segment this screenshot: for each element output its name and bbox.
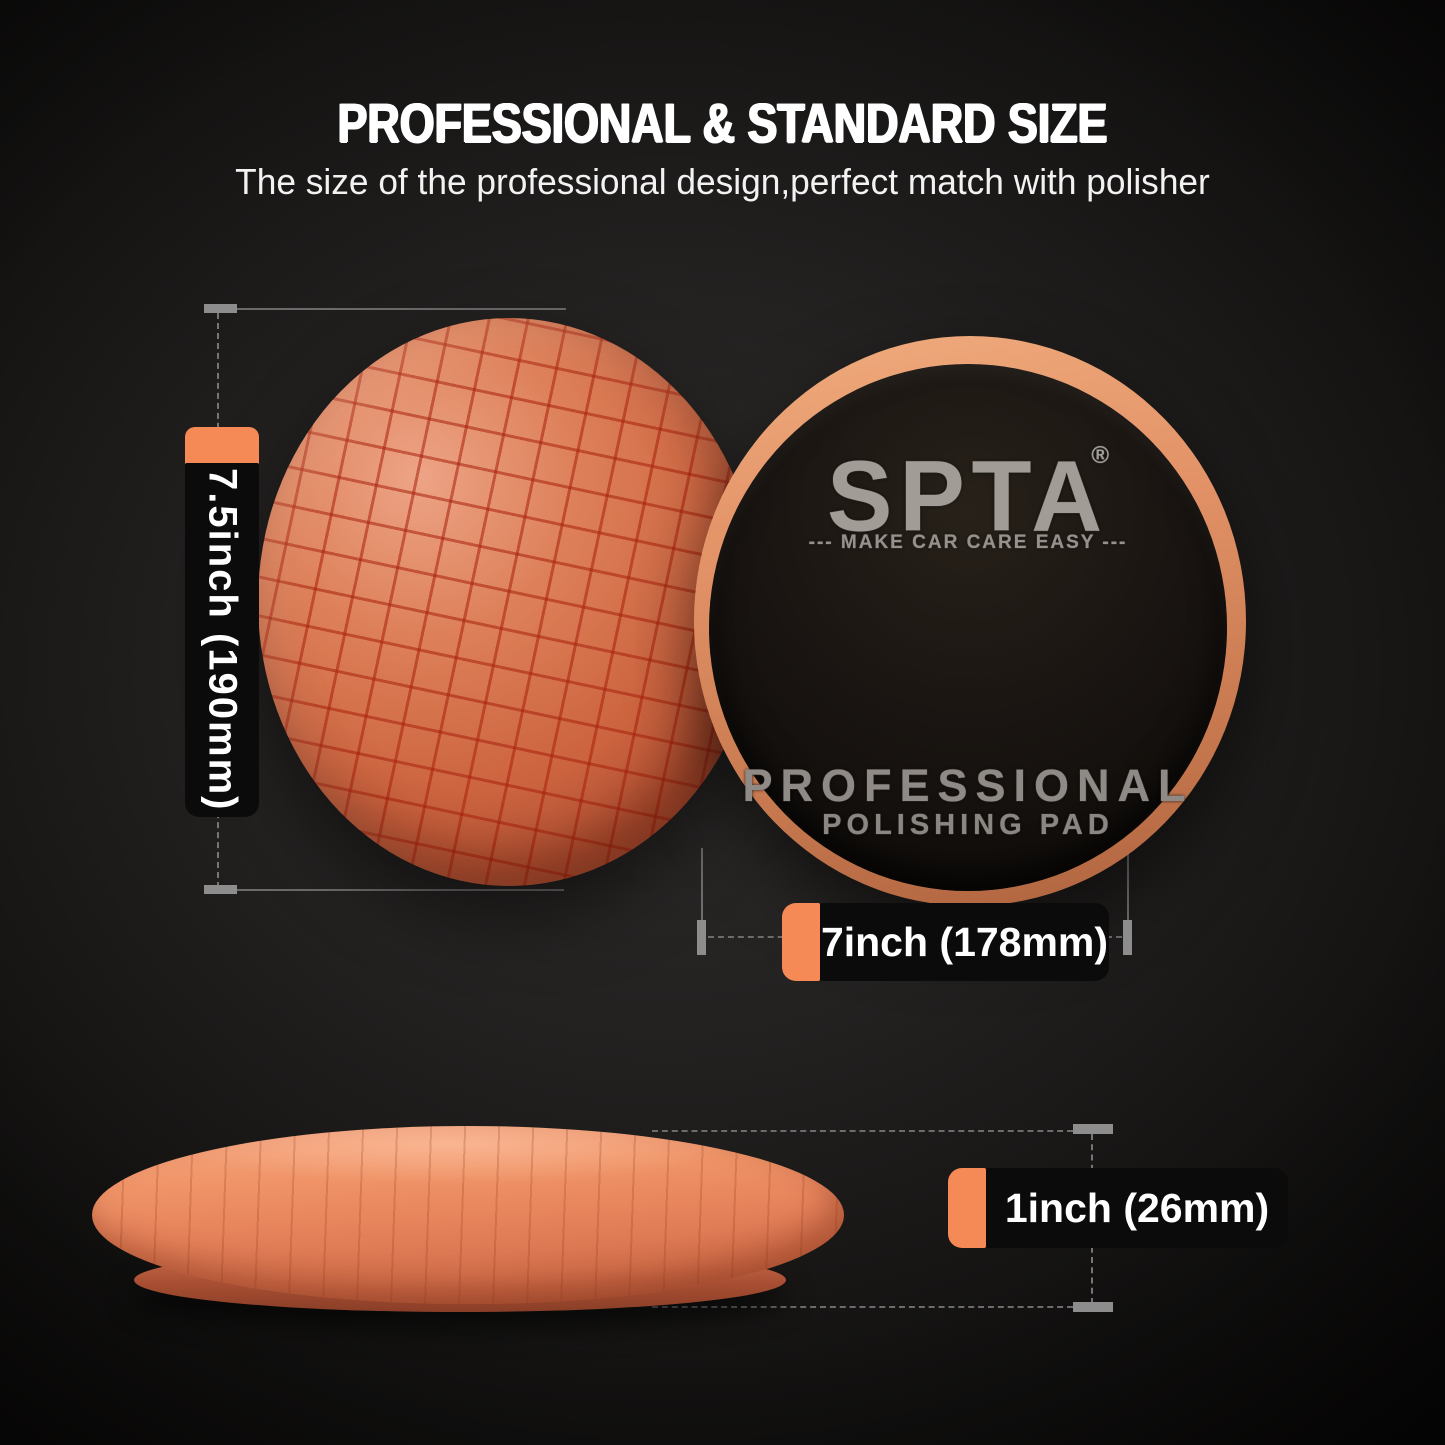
pad-caption-line2: POLISHING PAD — [822, 809, 1114, 841]
height-extension-line-bottom — [236, 889, 564, 891]
diameter-dimension-label: 7inch (178mm) — [782, 903, 1109, 981]
pad-foam-side — [92, 1126, 844, 1304]
height-tick-bottom — [204, 885, 237, 894]
thickness-value: 1inch (26mm) — [986, 1168, 1288, 1248]
diameter-label-accent — [782, 903, 820, 981]
height-extension-line-top — [236, 308, 566, 310]
thickness-tick-bottom — [1073, 1302, 1113, 1312]
velcro-backing: SPTA ® --- MAKE CAR CARE EASY --- PROFES… — [709, 364, 1227, 891]
diameter-extension-right — [1127, 842, 1129, 922]
height-tick-top — [204, 304, 237, 313]
brand-logo: SPTA — [826, 439, 1110, 553]
pad-caption-line1: PROFESSIONAL — [742, 760, 1194, 811]
side-view-pad — [92, 1126, 844, 1312]
diameter-tick-right — [1123, 920, 1132, 955]
height-label-accent — [185, 427, 259, 465]
pad-groove-lines — [92, 1126, 844, 1304]
brand-tagline: --- MAKE CAR CARE EASY --- — [808, 532, 1128, 553]
diameter-tick-left — [697, 920, 706, 955]
thickness-dimension-label: 1inch (26mm) — [948, 1168, 1288, 1248]
height-dimension-label: 7.5inch (190mm) — [185, 427, 259, 817]
back-polishing-pad: SPTA ® --- MAKE CAR CARE EASY --- PROFES… — [694, 336, 1246, 906]
page-subtitle: The size of the professional design,perf… — [235, 161, 1210, 202]
thickness-extension-top — [652, 1130, 1073, 1132]
thickness-extension-bottom — [652, 1306, 1073, 1308]
height-value: 7.5inch (190mm) — [200, 468, 245, 812]
front-polishing-pad — [258, 318, 760, 886]
diameter-value: 7inch (178mm) — [820, 903, 1109, 981]
page-title: PROFESSIONAL & STANDARD SIZE — [337, 91, 1108, 154]
registered-trademark-icon: ® — [1091, 442, 1109, 469]
diameter-extension-left — [701, 848, 703, 922]
thickness-tick-top — [1073, 1124, 1113, 1134]
height-label-body: 7.5inch (190mm) — [185, 463, 259, 817]
thickness-label-accent — [948, 1168, 986, 1248]
